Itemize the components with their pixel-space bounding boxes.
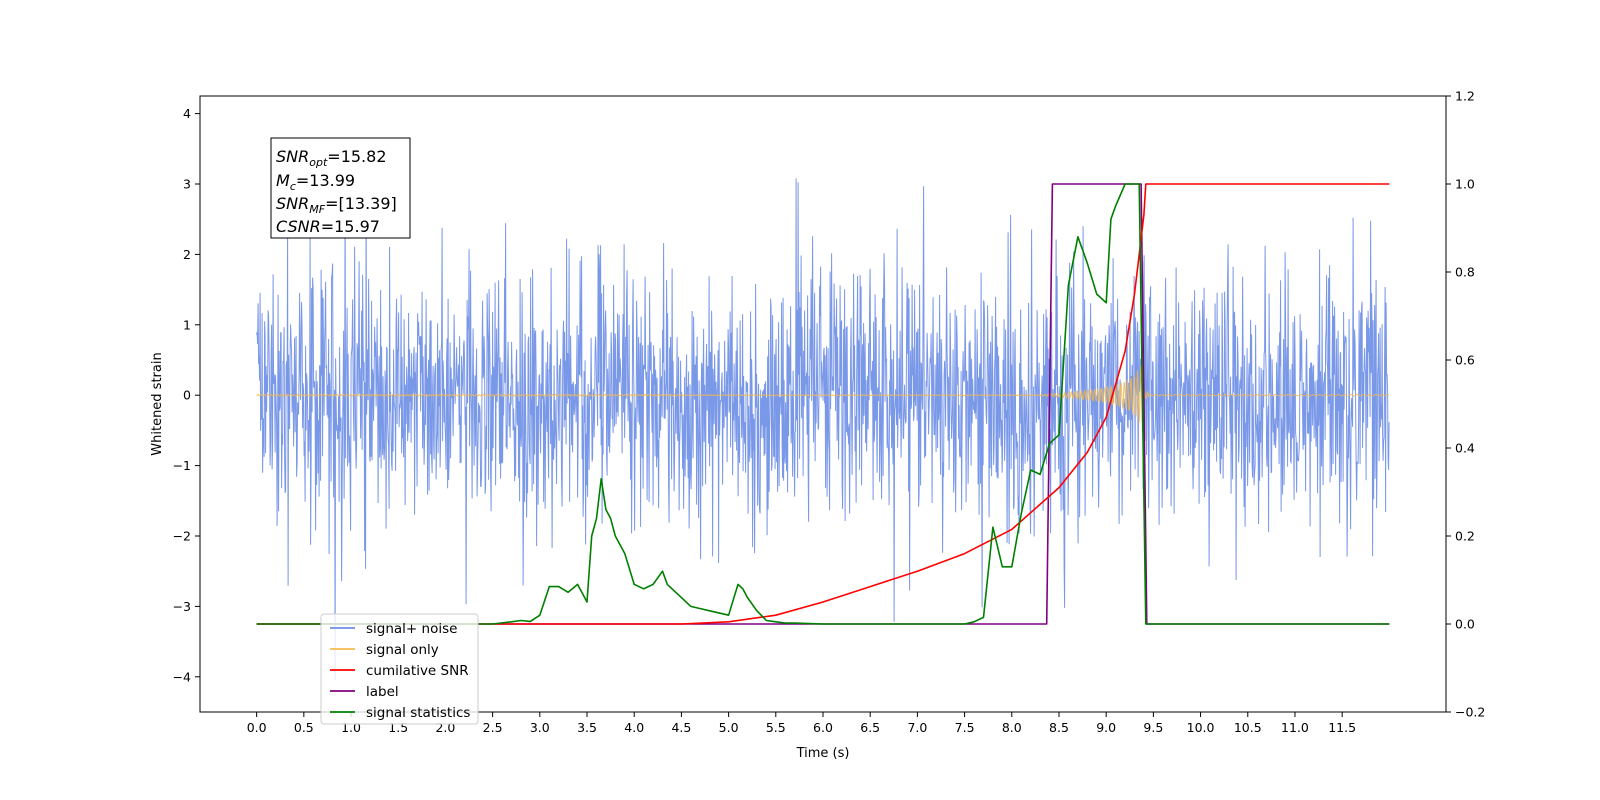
series-layer <box>256 178 1390 681</box>
legend-label: signal+ noise <box>366 621 457 637</box>
y-right-tick-label: 1.2 <box>1455 89 1475 104</box>
x-tick-label: 4.5 <box>671 720 691 735</box>
x-tick-label: 7.0 <box>907 720 927 735</box>
y-right-tick-label: 0.4 <box>1455 441 1475 456</box>
x-tick-label: 10.5 <box>1234 720 1262 735</box>
annotation-mc: Mc=13.99 <box>276 171 355 193</box>
y-left-tick-label: 1 <box>183 317 191 332</box>
series-signal-statistics <box>256 183 1390 625</box>
x-tick-label: 6.5 <box>860 720 880 735</box>
legend-entries: signal+ noise signal only cumilative SNR la… <box>330 621 470 721</box>
x-tick-label: 2.5 <box>483 720 503 735</box>
legend-frame <box>320 613 479 725</box>
y-left-tick-label: 2 <box>183 247 191 262</box>
y-left-tick-label: −4 <box>173 669 191 684</box>
x-tick-label: 5.0 <box>719 720 739 735</box>
x-tick-label: 7.5 <box>955 720 975 735</box>
legend-label: signal statistics <box>366 705 470 721</box>
y-left-tick-label: 0 <box>183 388 191 403</box>
y-left-tick-label: −1 <box>173 458 191 473</box>
y-right-tick-label: 0.2 <box>1455 529 1475 544</box>
y-left-tick-label: 4 <box>183 106 191 121</box>
annotation-snr-opt: SNRopt=15.82 <box>276 147 387 169</box>
series-cumulative-snr <box>256 183 1390 625</box>
x-tick-label: 0.5 <box>294 720 314 735</box>
annotation-box: SNRopt=15.82 Mc=13.99 SNRMF=[13.39] CSNR… <box>270 137 411 239</box>
annotation-csnr: CSNR=15.97 <box>276 217 380 236</box>
y-right-tick-label: 0.0 <box>1455 617 1475 632</box>
x-tick-label: 3.0 <box>530 720 550 735</box>
x-tick-label: 11.5 <box>1328 720 1356 735</box>
legend-label: signal only <box>366 642 439 658</box>
x-tick-label: 11.0 <box>1281 720 1309 735</box>
y-axis-label: Whitened strain <box>150 352 165 455</box>
x-tick-label: 6.0 <box>813 720 833 735</box>
y-right-tick-label: −0.2 <box>1455 705 1485 720</box>
annotation-snr-mf: SNRMF=[13.39] <box>276 194 397 216</box>
y-left-tick-label: −3 <box>173 599 191 614</box>
x-tick-label: 3.5 <box>577 720 597 735</box>
x-tick-label: 8.5 <box>1049 720 1069 735</box>
y-right-tick-label: 0.8 <box>1455 265 1475 280</box>
series-signal-only <box>256 365 1389 434</box>
x-tick-label: 10.0 <box>1187 720 1215 735</box>
legend-label: label <box>366 684 399 700</box>
x-tick-label: 4.0 <box>624 720 644 735</box>
x-axis-label: Time (s) <box>796 746 850 761</box>
axes-layer: 0.0 0.5 1.0 1.5 2.0 2.5 3.0 3.5 4.0 4.5 5.0 5.5 6.0 6… <box>173 89 1486 736</box>
legend: signal+ noise signal only cumilative SNR la… <box>320 613 479 725</box>
y-left-tick-label: −2 <box>173 529 191 544</box>
x-tick-label: 0.0 <box>247 720 267 735</box>
y-left-tick-label: 3 <box>183 177 191 192</box>
x-tick-label: 9.0 <box>1096 720 1116 735</box>
annotation-frame <box>270 137 411 239</box>
x-tick-label: 9.5 <box>1143 720 1163 735</box>
y-right-tick-label: 1.0 <box>1455 177 1475 192</box>
legend-label: cumilative SNR <box>366 663 469 679</box>
series-signal-plus-noise <box>256 178 1390 681</box>
x-tick-label: 5.5 <box>766 720 786 735</box>
y-right-tick-label: 0.6 <box>1455 353 1475 368</box>
x-tick-label: 8.0 <box>1002 720 1022 735</box>
